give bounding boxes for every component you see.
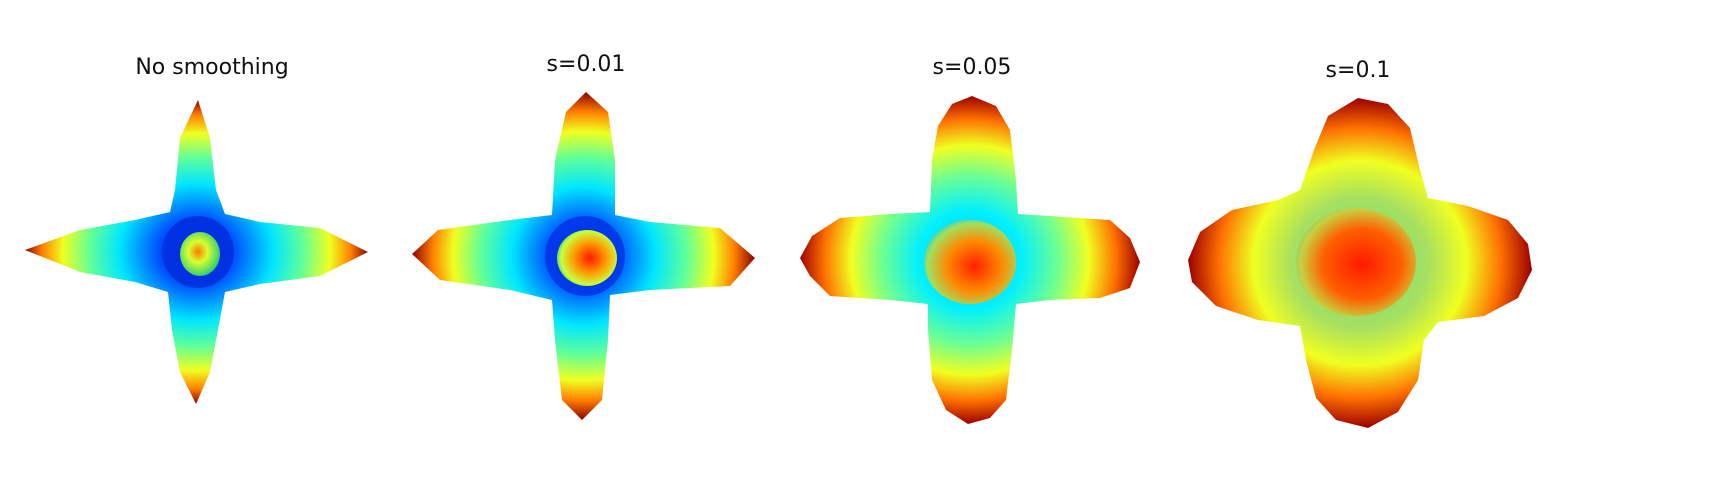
panel-title: s=0.01 bbox=[546, 52, 626, 77]
panel-s-0-05: s=0.05 bbox=[800, 0, 1190, 494]
panel-title: s=0.1 bbox=[1325, 58, 1391, 83]
panel-title: No smoothing bbox=[135, 55, 289, 80]
panel-title: s=0.05 bbox=[932, 55, 1012, 80]
odf-glyph-no-smoothing bbox=[25, 100, 368, 404]
panel-s-0-1: s=0.1 bbox=[1188, 0, 1578, 494]
odf-glyph-s-0-1 bbox=[1188, 98, 1532, 428]
panel-s-0-01: s=0.01 bbox=[410, 0, 800, 494]
panel-no-smoothing: No smoothing bbox=[20, 0, 410, 494]
odf-glyph-s-0-05 bbox=[800, 96, 1140, 424]
odf-glyph-s-0-01 bbox=[412, 92, 755, 420]
